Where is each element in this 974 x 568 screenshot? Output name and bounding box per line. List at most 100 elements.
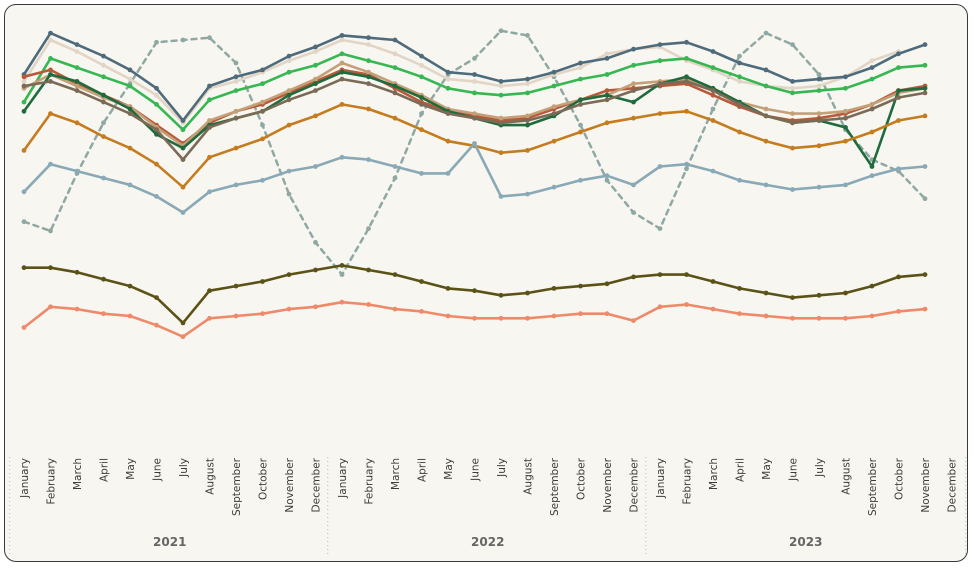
data-point: [260, 177, 265, 183]
data-point: [498, 194, 504, 199]
x-tick-label: December: [629, 457, 641, 512]
data-point: [233, 115, 239, 121]
x-tick-label: August: [523, 458, 535, 495]
data-point: [445, 313, 451, 319]
data-point: [366, 267, 371, 273]
data-point: [737, 177, 742, 183]
data-point: [525, 90, 530, 96]
series-line: [22, 264, 927, 325]
data-point: [233, 108, 239, 114]
data-point: [21, 99, 27, 105]
data-point: [684, 79, 689, 84]
data-point: [472, 90, 477, 96]
data-point: [896, 65, 901, 70]
data-point: [101, 62, 106, 68]
x-tick-label: May: [761, 458, 773, 480]
data-point: [843, 290, 848, 296]
data-point: [869, 58, 875, 64]
data-point: [74, 269, 80, 275]
data-point: [843, 315, 848, 321]
x-tick-label: June: [470, 458, 482, 482]
data-point: [737, 129, 742, 135]
x-tick-label: April: [735, 458, 747, 482]
x-tick-label: December: [311, 457, 323, 512]
data-point: [604, 177, 610, 183]
data-point: [180, 118, 186, 123]
data-point: [260, 136, 265, 142]
data-point: [180, 145, 186, 151]
data-point: [843, 85, 848, 91]
data-point: [101, 99, 106, 105]
data-point: [48, 228, 53, 234]
data-point: [74, 168, 80, 174]
data-point: [260, 67, 265, 73]
data-point: [498, 150, 504, 156]
data-point: [260, 99, 265, 105]
data-point: [472, 288, 477, 294]
x-tick-label: October: [576, 457, 588, 500]
data-point: [21, 79, 27, 84]
series-8: [21, 76, 928, 163]
data-point: [816, 88, 822, 93]
data-point: [127, 145, 133, 151]
data-point: [207, 97, 212, 103]
data-point: [366, 226, 371, 232]
data-point: [578, 311, 583, 317]
data-point: [604, 92, 610, 98]
x-tick-label: November: [602, 457, 614, 512]
data-point: [578, 177, 583, 183]
data-point: [286, 272, 292, 277]
data-point: [922, 306, 928, 312]
data-point: [525, 118, 530, 123]
data-point: [631, 99, 636, 105]
data-point: [737, 79, 742, 84]
data-point: [604, 51, 610, 57]
data-point: [48, 30, 53, 36]
year-label: 2021: [153, 535, 186, 549]
data-point: [21, 83, 27, 89]
data-point: [631, 182, 636, 188]
x-tick-label: March: [708, 458, 720, 490]
data-point: [233, 283, 239, 289]
data-point: [21, 74, 27, 80]
data-point: [392, 51, 398, 57]
series-layer: [21, 28, 928, 340]
data-point: [922, 90, 928, 96]
data-point: [260, 81, 265, 87]
x-tick-label: January: [337, 458, 349, 499]
data-point: [154, 161, 159, 167]
data-point: [313, 240, 318, 245]
data-point: [127, 313, 133, 319]
data-point: [710, 118, 716, 123]
data-point: [445, 85, 451, 91]
data-point: [922, 164, 928, 169]
data-point: [896, 88, 901, 93]
series-11: [21, 263, 928, 326]
data-point: [498, 120, 504, 126]
data-point: [339, 76, 345, 82]
data-point: [180, 210, 186, 215]
data-point: [472, 79, 477, 84]
data-point: [392, 90, 398, 96]
data-point: [498, 315, 504, 321]
data-point: [869, 76, 875, 82]
data-point: [366, 106, 371, 112]
data-point: [790, 145, 795, 151]
data-point: [684, 74, 689, 80]
data-point: [207, 118, 212, 123]
data-point: [551, 104, 557, 110]
data-point: [498, 83, 504, 89]
data-point: [816, 315, 822, 321]
data-point: [710, 92, 716, 98]
data-point: [127, 111, 133, 116]
data-point: [604, 56, 610, 61]
data-point: [869, 65, 875, 70]
data-point: [101, 134, 106, 140]
data-point: [551, 69, 557, 75]
data-point: [74, 49, 80, 54]
data-point: [392, 306, 398, 312]
data-point: [816, 83, 822, 89]
data-point: [710, 279, 716, 284]
data-point: [737, 311, 742, 317]
data-point: [313, 113, 318, 119]
